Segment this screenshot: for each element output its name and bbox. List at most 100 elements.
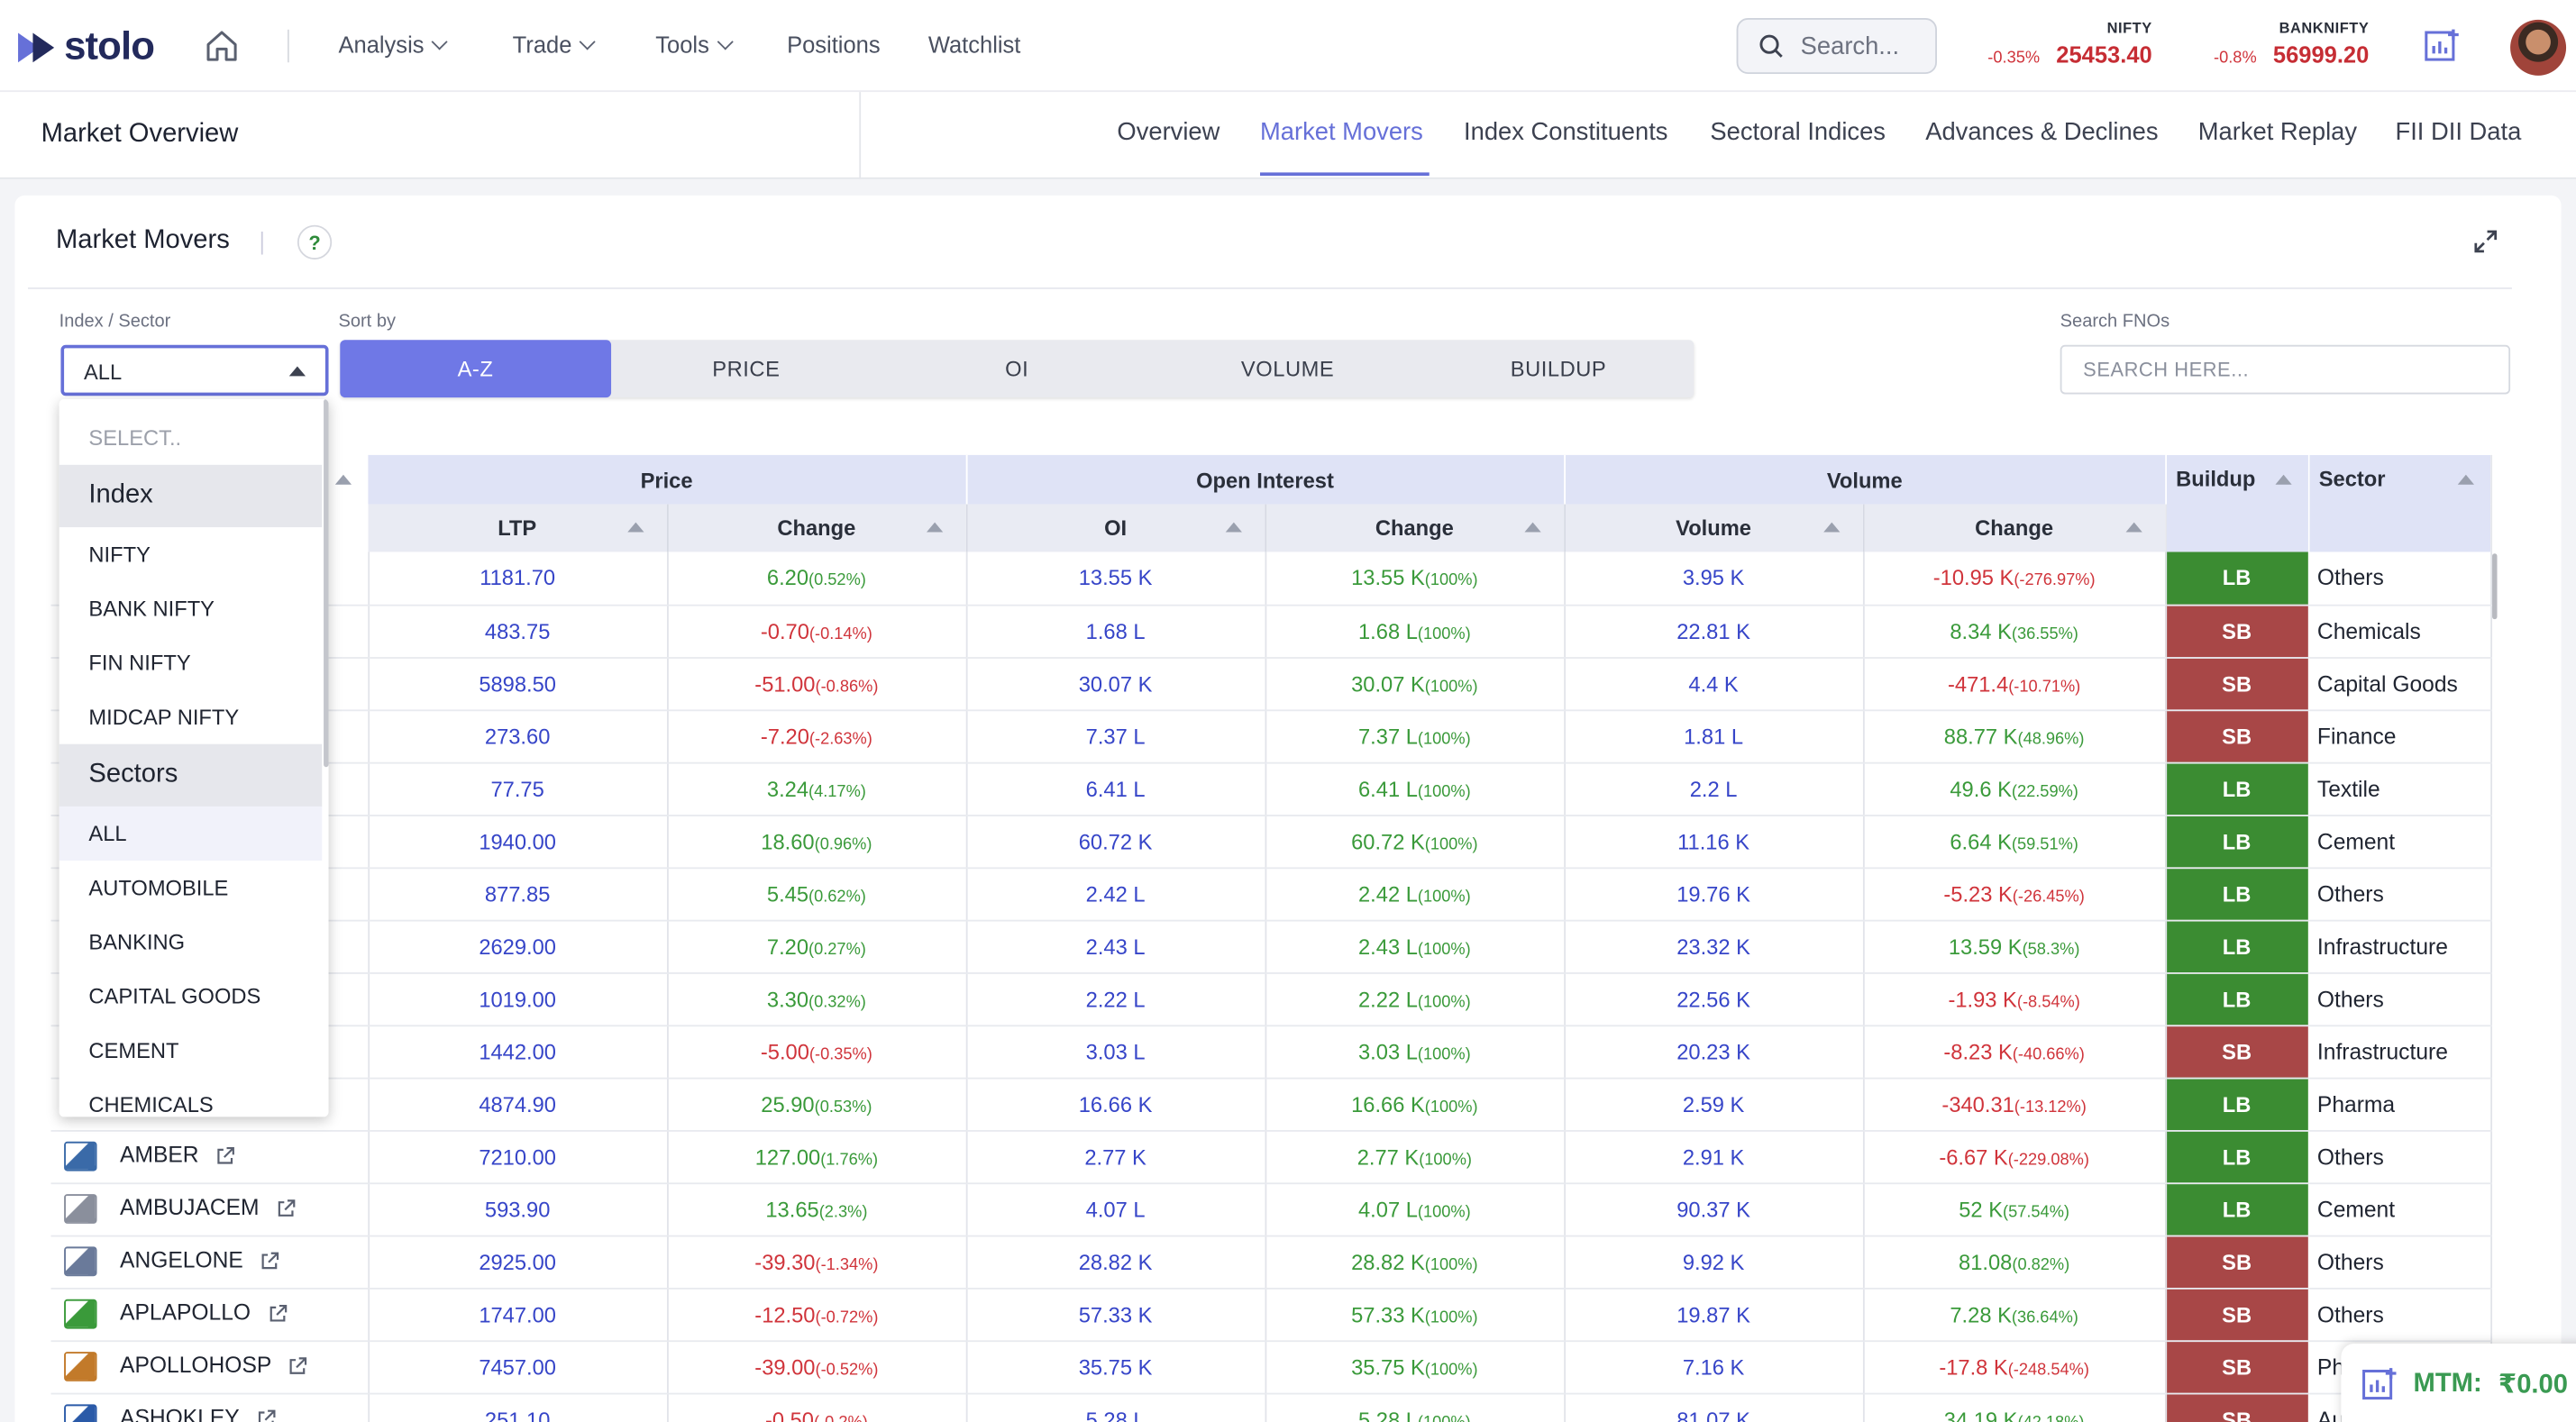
index-value: 25453.40 — [2056, 41, 2152, 68]
table-row[interactable]: 2629.00 7.20(0.27%) 2.43 L 2.43 L(100%) 23.3… — [50, 919, 2492, 973]
table-row[interactable]: AMBER 7210.00 127.00(1.76%) 2.77 K 2.77 K(10… — [50, 1130, 2492, 1184]
dropdown-item-all[interactable]: ALL — [59, 806, 323, 861]
price-change-percent: (-0.86%) — [815, 677, 879, 696]
sector-header[interactable]: Sector — [2307, 454, 2492, 552]
volume-change-cell: -1.93 K(-8.54%) — [1862, 972, 2167, 1026]
dropdown-item-automobile[interactable]: AUTOMOBILE — [88, 875, 229, 900]
tab-overview[interactable]: Overview — [1117, 118, 1220, 147]
dropdown-item-nifty[interactable]: NIFTY — [88, 542, 151, 567]
table-row[interactable]: 4874.90 25.90(0.53%) 16.66 K 16.66 K(100%) 2… — [50, 1077, 2492, 1131]
tab-fii-dii-data[interactable]: FII DII Data — [2395, 118, 2522, 147]
table-row[interactable]: 1019.00 3.30(0.32%) 2.22 L 2.22 L(100%) 22.5… — [50, 972, 2492, 1026]
sort-asc-icon — [926, 522, 943, 533]
oi-change-header[interactable]: Change — [1265, 504, 1566, 552]
nifty-ticker[interactable]: NIFTY -0.35% 25453.40 — [1971, 20, 2151, 68]
symbol-cell[interactable]: APOLLOHOSP — [50, 1340, 370, 1394]
oi-change-value: 6.41 L — [1358, 776, 1418, 801]
symbol-cell[interactable]: AMBUJACEM — [50, 1182, 370, 1236]
sort-buildup-button[interactable]: BUILDUP — [1510, 356, 1607, 381]
home-icon[interactable] — [204, 28, 240, 64]
index-sector-select[interactable]: ALL — [60, 344, 329, 397]
symbol-cell[interactable]: ASHOKLEY — [50, 1392, 370, 1422]
external-link-icon[interactable] — [260, 1252, 279, 1272]
buildup-header[interactable]: Buildup — [2164, 454, 2309, 552]
external-link-icon[interactable] — [267, 1304, 287, 1324]
symbol-cell[interactable]: AMBER — [50, 1130, 370, 1184]
volume-change-value: 49.6 K — [1950, 776, 2012, 801]
table-row[interactable]: 1181.70 6.20(0.52%) 13.55 K 13.55 K(100%) 3.… — [50, 551, 2492, 606]
price-change-value: -0.70 — [760, 618, 809, 643]
buildup-badge: LB — [2165, 972, 2309, 1026]
dropdown-item-bank-nifty[interactable]: BANK NIFTY — [88, 596, 215, 621]
table-row[interactable]: 483.75 -0.70(-0.14%) 1.68 L 1.68 L(100%) 22.… — [50, 604, 2492, 658]
volume-change-header[interactable]: Change — [1862, 504, 2167, 552]
oi-change-cell: 2.22 L(100%) — [1265, 972, 1566, 1026]
symbol-name: ASHOKLEY — [120, 1405, 240, 1422]
expand-icon[interactable] — [2472, 228, 2498, 254]
table-row[interactable]: 1940.00 18.60(0.96%) 60.72 K 60.72 K(100%) 1… — [50, 815, 2492, 869]
banknifty-ticker[interactable]: BANKNIFTY -0.8% 56999.20 — [2198, 20, 2369, 68]
table-row[interactable]: AMBUJACEM 593.90 13.65(2.3%) 4.07 L 4.07 L(1… — [50, 1182, 2492, 1236]
price-change-cell: -5.00(-0.35%) — [667, 1025, 967, 1079]
external-link-icon[interactable] — [256, 1409, 276, 1422]
dropdown-item-capital-goods[interactable]: CAPITAL GOODS — [88, 983, 261, 1009]
chart-add-icon[interactable] — [2423, 28, 2459, 64]
nav-positions[interactable]: Positions — [787, 32, 881, 58]
sort-oi-button[interactable]: OI — [1005, 356, 1029, 381]
tab-index-constituents[interactable]: Index Constituents — [1464, 118, 1668, 147]
external-link-icon[interactable] — [215, 1146, 235, 1166]
oi-change-percent: (100%) — [1424, 1308, 1478, 1326]
volume-header[interactable]: Volume — [1564, 504, 1864, 552]
global-search[interactable]: Search... — [1736, 18, 1937, 75]
nav-tools[interactable]: Tools — [655, 32, 734, 58]
oi-change-cell: 7.37 L(100%) — [1265, 709, 1566, 763]
ltp-header[interactable]: LTP — [368, 504, 668, 552]
sort-price-button[interactable]: PRICE — [712, 356, 781, 381]
fno-search-input[interactable]: SEARCH HERE... — [2060, 344, 2511, 395]
table-row[interactable]: 1442.00 -5.00(-0.35%) 3.03 L 3.03 L(100%) 20… — [50, 1025, 2492, 1079]
dropdown-item-midcap-nifty[interactable]: MIDCAP NIFTY — [88, 704, 240, 730]
sort-volume-button[interactable]: VOLUME — [1240, 356, 1335, 381]
oi-cell: 1.68 L — [965, 604, 1266, 658]
tab-market-movers[interactable]: Market Movers — [1260, 118, 1423, 147]
tab-sectoral-indices[interactable]: Sectoral Indices — [1710, 118, 1886, 147]
symbol-cell[interactable]: ANGELONE — [50, 1235, 370, 1289]
tab-advances-declines[interactable]: Advances & Declines — [1925, 118, 2159, 147]
buildup-badge: LB — [2165, 1130, 2309, 1184]
tab-market-replay[interactable]: Market Replay — [2197, 118, 2358, 147]
price-change-cell: 127.00(1.76%) — [667, 1130, 967, 1184]
nav-analysis[interactable]: Analysis — [338, 32, 448, 58]
table-row[interactable]: ANGELONE 2925.00 -39.30(-1.34%) 28.82 K 28.8… — [50, 1235, 2492, 1289]
table-row[interactable]: APOLLOHOSP 7457.00 -39.00(-0.52%) 35.75 K 35… — [50, 1340, 2492, 1394]
oi-header[interactable]: OI — [965, 504, 1266, 552]
dropdown-item-banking[interactable]: BANKING — [88, 929, 186, 954]
dropdown-item-chemicals[interactable]: CHEMICALS — [88, 1092, 214, 1117]
nav-positions-label: Positions — [787, 31, 881, 58]
sort-asc-icon — [2124, 522, 2142, 533]
nav-watchlist[interactable]: Watchlist — [928, 32, 1021, 58]
logo[interactable]: stolo — [16, 24, 155, 70]
price-change-cell: 18.60(0.96%) — [667, 815, 967, 869]
dropdown-scrollbar[interactable] — [324, 398, 329, 768]
ltp-cell: 77.75 — [368, 761, 668, 816]
dropdown-item-cement[interactable]: CEMENT — [88, 1037, 179, 1063]
price-change-header[interactable]: Change — [667, 504, 967, 552]
help-icon[interactable]: ? — [297, 224, 333, 260]
table-scrollbar[interactable] — [2492, 553, 2498, 620]
sort-az-button[interactable]: A-Z — [340, 340, 611, 398]
external-link-icon[interactable] — [276, 1199, 296, 1219]
table-row[interactable]: 5898.50 -51.00(-0.86%) 30.07 K 30.07 K(100%… — [50, 657, 2492, 711]
buildup-badge: LB — [2165, 761, 2309, 816]
volume-cell: 22.56 K — [1564, 972, 1864, 1026]
symbol-cell[interactable]: APLAPOLLO — [50, 1287, 370, 1342]
dropdown-item-fin-nifty[interactable]: FIN NIFTY — [88, 650, 191, 676]
nav-trade[interactable]: Trade — [513, 32, 596, 58]
external-link-icon[interactable] — [288, 1357, 308, 1377]
table-row[interactable]: 273.60 -7.20(-2.63%) 7.37 L 7.37 L(100%) 1.8… — [50, 709, 2492, 763]
table-row[interactable]: APLAPOLLO 1747.00 -12.50(-0.72%) 57.33 K 57.… — [50, 1287, 2492, 1342]
table-row[interactable]: 877.85 5.45(0.62%) 2.42 L 2.42 L(100%) 19.76… — [50, 867, 2492, 921]
mtm-widget[interactable]: MTM: ₹0.00 — [2341, 1343, 2576, 1422]
avatar[interactable] — [2510, 19, 2567, 76]
